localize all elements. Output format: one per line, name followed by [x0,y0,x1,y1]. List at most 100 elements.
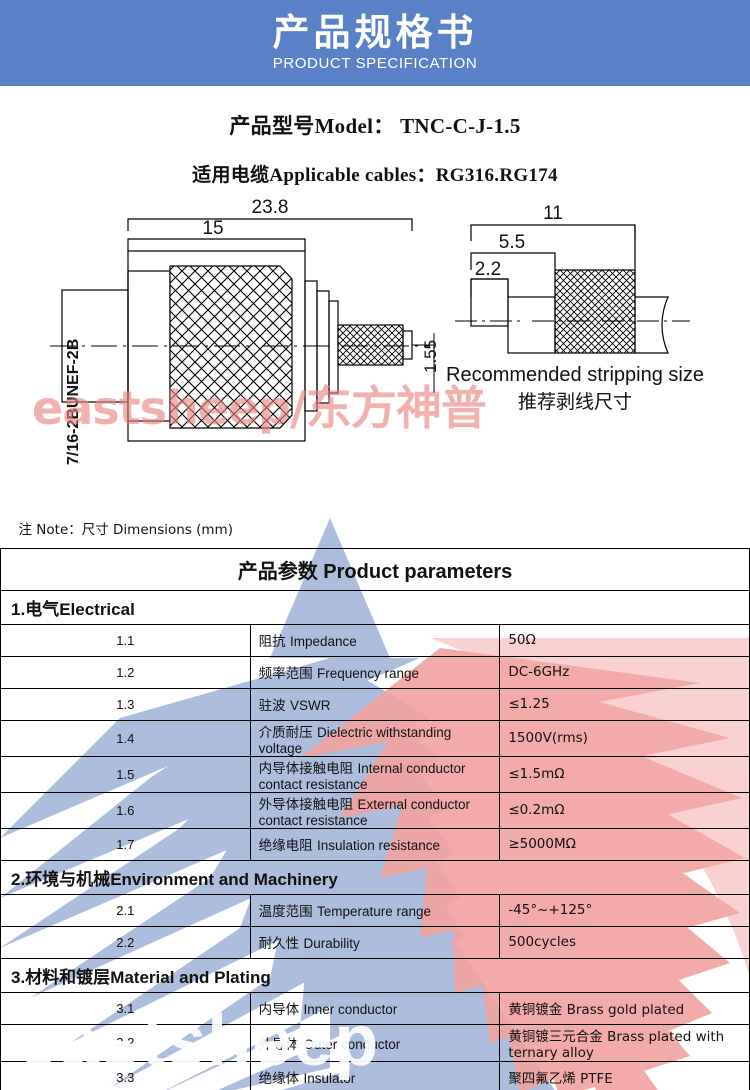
row-value: 聚四氟乙烯 PTFE [499,1060,750,1090]
row-value: 黄铜镀三元合金 Brass plated with ternary alloy [499,1023,750,1062]
row-item: 驻波 VSWR [249,687,501,721]
row-value-text: 聚四氟乙烯 PTFE [508,1071,613,1087]
row-item: 介质耐压 Dielectric withstanding voltage [249,719,501,757]
table-title-en: Product parameters [323,560,513,583]
table-row: 1.2 频率范围 Frequency range DC-6GHz [0,655,750,689]
row-item-cn: 内导体接触电阻 [258,760,358,777]
note-row: 注 Note：尺寸 Dimensions (mm) [0,508,750,549]
row-number: 3.2 [0,1023,251,1062]
row-item-en: Inner conductor [303,1002,398,1017]
row-item: 绝缘体 Insulator [249,1060,501,1090]
table-row: 1.3 驻波 VSWR ≤1.25 [0,687,750,721]
dim-line-overall [127,218,413,231]
dim-label-overall: 23.8 [252,197,289,218]
table-title-row: 产品参数 Product parameters [0,547,750,591]
dim-label-55: 5.5 [499,232,525,253]
row-value-text: 黄铜镀三元合金 Brass plated with ternary alloy [508,1028,725,1061]
section-heading-row: 2.环境与机械Environment and Machinery [0,859,750,895]
row-item: 阻抗 Impedance [249,623,501,657]
dim-line-11 [470,224,636,241]
header-title-cn: 产品规格书 [272,11,478,55]
section-heading-row: 1.电气Electrical [0,589,750,625]
row-number: 1.7 [0,827,251,861]
dim-label-pin: 1.55 [421,340,440,373]
stripping-caption-en: Recommended stripping size [446,364,704,386]
section-heading-cell: 1.电气Electrical [0,589,750,625]
row-number: 1.6 [0,791,251,829]
row-item-cn: 阻抗 [258,634,290,650]
row-value-text: ≤1.25 [508,696,550,712]
cable-line: 适用电缆Applicable cables：RG316.RG174 [0,160,750,187]
table-row: 1.4 介质耐压 Dielectric withstanding voltage 1… [0,719,750,757]
section-number: 3. [11,967,26,987]
section-heading-en: Electrical [59,599,135,619]
row-value-text: ≥5000MΩ [508,836,576,852]
stripping-drawing [455,224,690,354]
section-number: 2. [11,869,26,889]
page-header: 产品规格书 PRODUCT SPECIFICATION [0,0,750,86]
row-value: -45°~+125° [499,893,750,927]
table-row: 3.2 外导体 Outer conductor 黄铜镀三元合金 Brass plat… [0,1023,750,1062]
row-value: ≥5000MΩ [499,827,750,861]
drawing-area: 23.8 15 1.55 7/16-2BUNEF-2B [0,193,750,508]
dim-line-22 [470,278,509,297]
cable-label-en: Applicable cables： [269,165,436,186]
row-item-cn: 外导体 [258,1036,304,1053]
table-row: 1.7 绝缘电阻 Insulation resistance ≥5000MΩ [0,827,750,861]
header-title-en: PRODUCT SPECIFICATION [272,54,478,72]
row-item-en: Temperature range [316,904,432,919]
table-row: 1.5 内导体接触电阻 Internal conductor contact re… [0,755,750,793]
section-number: 1. [11,599,26,619]
row-item-en: Durability [303,936,360,951]
row-value-text: -45°~+125° [508,902,593,918]
row-item-en: Insulator [303,1071,356,1086]
row-item-cn: 绝缘体 [258,1071,304,1087]
row-item: 内导体 Inner conductor [249,991,501,1025]
row-number: 1.3 [0,687,251,721]
row-value-text: 1500V(rms) [508,730,588,746]
section-heading-cn: 材料和镀层 [25,967,111,988]
row-item-cn: 介质耐压 [258,724,317,741]
table-title-cn: 产品参数 [237,558,318,583]
section-heading-cell: 2.环境与机械Environment and Machinery [0,859,750,895]
dim-label-body: 15 [202,218,223,239]
table-row: 3.3 绝缘体 Insulator 聚四氟乙烯 PTFE [0,1060,750,1090]
row-item-cn: 外导体接触电阻 [258,796,358,813]
row-value-text: 50Ω [508,632,536,648]
row-number: 1.2 [0,655,251,689]
cable-value: RG316.RG174 [435,165,558,186]
section-heading-cell: 3.材料和镀层Material and Plating [0,957,750,993]
table-body: 注 Note：尺寸 Dimensions (mm) 产品参数 Product p… [0,508,750,591]
table-row: 2.2 耐久性 Durability 500cycles [0,925,750,959]
section-heading-en: Environment and Machinery [110,869,338,889]
row-value-text: 黄铜镀金 Brass gold plated [508,1002,685,1018]
row-item: 内导体接触电阻 Internal conductor contact resis… [249,755,501,793]
row-number: 1.4 [0,719,251,757]
section-heading-cn: 环境与机械 [25,869,111,890]
row-value-text: ≤1.5mΩ [508,766,565,782]
row-item-en: VSWR [289,698,331,713]
model-label-cn: 产品型号 [229,114,315,138]
row-number: 1.1 [0,623,251,657]
stripping-caption-cn: 推荐剥线尺寸 [518,391,632,413]
row-item-cn: 频率范围 [258,666,317,682]
dim-line-55 [470,252,556,270]
row-item: 外导体 Outer conductor [249,1023,501,1062]
row-number: 2.1 [0,893,251,927]
model-value: TNC-C-J-1.5 [400,114,521,138]
dim-label-22: 2.2 [475,259,501,280]
row-value: ≤1.5mΩ [499,755,750,793]
row-value: 500cycles [499,925,750,959]
row-item: 耐久性 Durability [249,925,501,959]
row-number: 3.1 [0,991,251,1025]
model-line: 产品型号Model： TNC-C-J-1.5 [0,110,750,140]
row-item-cn: 驻波 [258,698,290,714]
row-value-text: ≤0.2mΩ [508,802,565,818]
table-row: 1.6 外导体接触电阻 External conductor contact re… [0,791,750,829]
sections-body: 1.电气Electrical 1.1 阻抗 Impedance 50Ω 1.2 频率范围 … [0,589,750,1090]
dim-line-body [127,238,306,251]
row-value: DC-6GHz [499,655,750,689]
row-value: ≤1.25 [499,687,750,721]
row-value: 50Ω [499,623,750,657]
